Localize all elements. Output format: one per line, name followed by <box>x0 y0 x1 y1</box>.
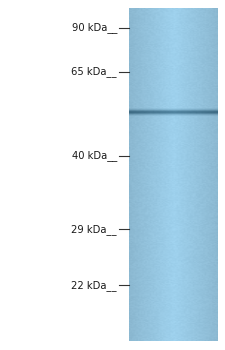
Text: 29 kDa__: 29 kDa__ <box>72 224 117 235</box>
Text: 65 kDa__: 65 kDa__ <box>72 66 117 77</box>
Text: 22 kDa__: 22 kDa__ <box>72 280 117 291</box>
Text: 40 kDa__: 40 kDa__ <box>72 150 117 161</box>
Text: 90 kDa__: 90 kDa__ <box>72 22 117 34</box>
